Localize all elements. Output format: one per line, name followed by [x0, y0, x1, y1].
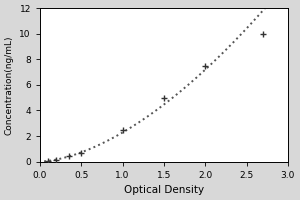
Y-axis label: Concentration(ng/mL): Concentration(ng/mL) [5, 35, 14, 135]
X-axis label: Optical Density: Optical Density [124, 185, 204, 195]
